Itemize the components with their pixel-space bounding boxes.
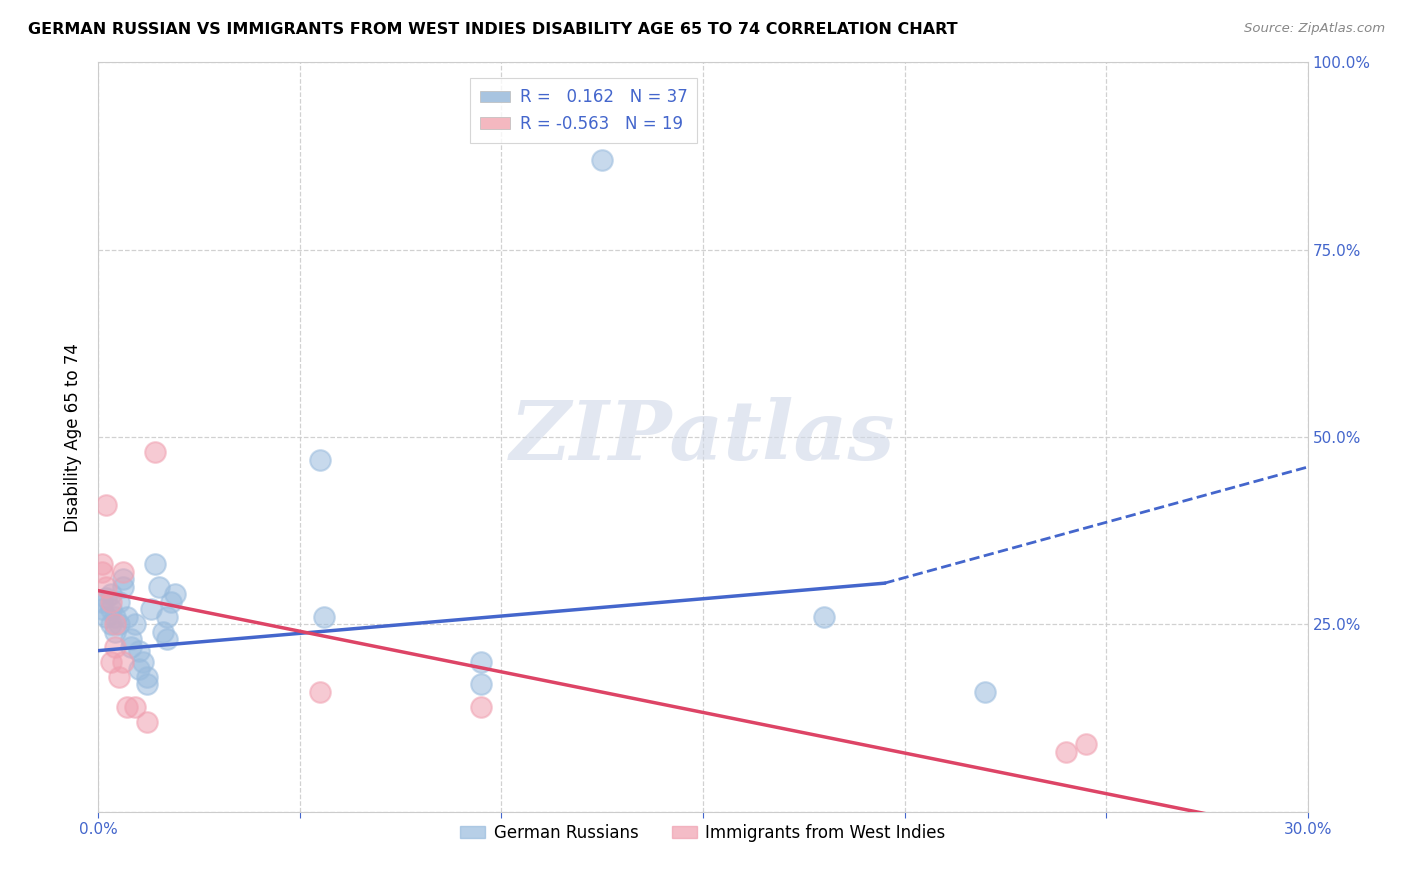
Point (91, 558, 114, 572)
Point (470, 655, 492, 669)
Point (100, 602, 122, 616)
Point (111, 655, 134, 669)
Point (148, 580, 170, 594)
Point (96, 580, 118, 594)
Point (100, 595, 122, 609)
Point (591, 153, 613, 167)
Point (163, 587, 186, 601)
Point (115, 610, 138, 624)
Point (107, 595, 129, 609)
Point (143, 445, 166, 459)
Point (314, 610, 336, 624)
Point (152, 624, 174, 639)
Point (91, 595, 114, 609)
Point (309, 452, 332, 467)
Point (156, 632, 179, 647)
Point (156, 610, 179, 624)
Y-axis label: Disability Age 65 to 74: Disability Age 65 to 74 (65, 343, 83, 532)
Point (111, 565, 134, 579)
Point (120, 632, 142, 647)
Point (124, 617, 146, 632)
Point (132, 655, 155, 669)
Point (135, 677, 157, 691)
Point (103, 617, 125, 632)
Point (1074, 737, 1097, 751)
Point (111, 573, 134, 587)
Point (111, 580, 134, 594)
Point (103, 624, 125, 639)
Text: Source: ZipAtlas.com: Source: ZipAtlas.com (1244, 22, 1385, 36)
Legend: German Russians, Immigrants from West Indies: German Russians, Immigrants from West In… (454, 817, 952, 848)
Point (96, 498, 118, 512)
Point (103, 610, 125, 624)
Point (96, 610, 118, 624)
Point (124, 699, 146, 714)
Point (100, 587, 122, 601)
Point (470, 699, 492, 714)
Point (160, 595, 183, 609)
Point (974, 685, 997, 699)
Point (107, 670, 129, 684)
Text: GERMAN RUSSIAN VS IMMIGRANTS FROM WEST INDIES DISABILITY AGE 65 TO 74 CORRELATIO: GERMAN RUSSIAN VS IMMIGRANTS FROM WEST I… (28, 22, 957, 37)
Point (100, 617, 122, 632)
Point (115, 699, 138, 714)
Point (128, 643, 150, 657)
Point (1054, 745, 1077, 759)
Point (91, 565, 114, 579)
Point (100, 655, 122, 669)
Point (107, 617, 129, 632)
Point (135, 714, 157, 729)
Point (91, 602, 114, 616)
Point (143, 558, 166, 572)
Point (139, 602, 162, 616)
Point (120, 640, 142, 654)
Point (103, 640, 125, 654)
Point (470, 677, 492, 691)
Point (96, 591, 118, 606)
Point (135, 670, 157, 684)
Point (309, 685, 332, 699)
Point (128, 662, 150, 676)
Text: ZIPatlas: ZIPatlas (510, 397, 896, 477)
Point (813, 610, 835, 624)
